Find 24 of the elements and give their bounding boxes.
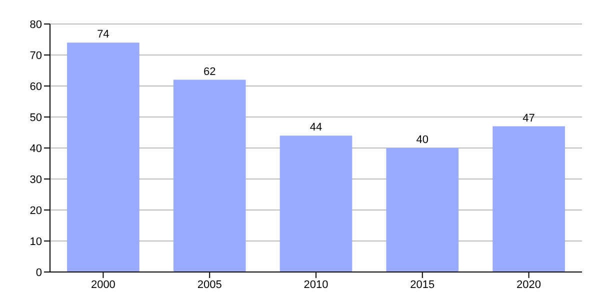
y-tick-label: 0 bbox=[36, 266, 42, 279]
x-tick-label: 2010 bbox=[304, 278, 328, 291]
data-label: 40 bbox=[416, 134, 429, 146]
bar bbox=[173, 80, 246, 272]
y-tick-label: 40 bbox=[30, 142, 42, 155]
x-tick-label: 2000 bbox=[90, 278, 116, 291]
y-tick-label: 50 bbox=[30, 112, 42, 124]
bar bbox=[280, 136, 352, 272]
bar bbox=[67, 42, 140, 272]
y-tick-label: 80 bbox=[30, 18, 42, 31]
x-tick-label: 2020 bbox=[516, 278, 542, 291]
y-tick-label: 30 bbox=[30, 174, 42, 186]
data-label: 62 bbox=[203, 66, 216, 78]
x-tick-label: 2015 bbox=[410, 278, 435, 291]
y-tick-label: 70 bbox=[30, 50, 42, 62]
bar bbox=[386, 148, 459, 272]
data-label: 44 bbox=[310, 122, 322, 134]
data-label: 74 bbox=[97, 28, 110, 41]
data-label: 47 bbox=[522, 112, 535, 124]
y-tick-label: 60 bbox=[30, 80, 42, 93]
y-tick-label: 10 bbox=[30, 236, 42, 248]
x-tick-label: 2005 bbox=[197, 278, 222, 291]
bar bbox=[492, 126, 565, 272]
y-tick-label: 20 bbox=[30, 204, 42, 217]
